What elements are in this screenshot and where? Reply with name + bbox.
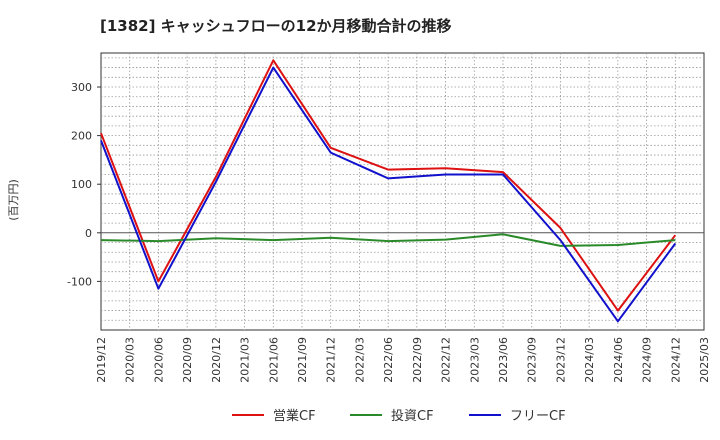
legend: 営業CF 投資CF フリーCF — [232, 408, 566, 424]
x-tick-label: 2021/12 — [325, 337, 338, 383]
x-tick-label: 2021/09 — [296, 337, 309, 383]
x-tick-label: 2020/03 — [124, 337, 137, 383]
y-tick-label: 300 — [71, 81, 92, 94]
x-tick-label: 2020/12 — [210, 337, 223, 383]
x-tick-label: 2023/09 — [526, 337, 539, 383]
y-axis-ticks: -100 0 100 200 300 — [67, 81, 101, 288]
x-tick-label: 2022/12 — [440, 337, 453, 383]
x-tick-label: 2019/12 — [95, 337, 108, 383]
x-tick-label: 2020/09 — [181, 337, 194, 383]
series-lines — [100, 59, 677, 323]
y-tick-label: 100 — [71, 178, 92, 191]
x-axis-ticks: 2019/12 2020/03 2020/06 2020/09 2020/12 2021/… — [95, 337, 711, 383]
legend-label: 営業CF — [273, 408, 316, 424]
x-tick-label: 2023/12 — [554, 337, 567, 383]
series-line — [100, 66, 677, 323]
chart-title: [1382] キャッシュフローの12か月移動合計の推移 — [100, 17, 452, 35]
x-tick-label: 2022/06 — [382, 337, 395, 383]
x-tick-label: 2024/06 — [612, 337, 625, 383]
legend-label: 投資CF — [391, 408, 434, 424]
x-tick-label: 2023/06 — [497, 337, 510, 383]
x-tick-label: 2024/03 — [583, 337, 596, 383]
x-tick-label: 2022/09 — [411, 337, 424, 383]
series-line — [100, 233, 676, 247]
y-tick-label: 200 — [71, 130, 92, 143]
y-tick-label: -100 — [67, 275, 92, 288]
y-axis-label: (百万円) — [7, 179, 20, 221]
x-tick-label: 2020/06 — [152, 337, 165, 383]
x-tick-label: 2022/03 — [353, 337, 366, 383]
grid — [101, 53, 704, 330]
y-tick-label: 0 — [85, 227, 92, 240]
x-tick-label: 2021/03 — [239, 337, 252, 383]
series-line — [100, 59, 677, 312]
x-tick-label: 2021/06 — [267, 337, 280, 383]
x-tick-label: 2023/03 — [468, 337, 481, 383]
legend-label: フリーCF — [510, 409, 566, 424]
plot-area — [100, 52, 705, 331]
x-tick-label: 2024/09 — [641, 337, 654, 383]
x-tick-label: 2024/12 — [669, 337, 682, 383]
x-tick-label: 2025/03 — [698, 337, 711, 383]
